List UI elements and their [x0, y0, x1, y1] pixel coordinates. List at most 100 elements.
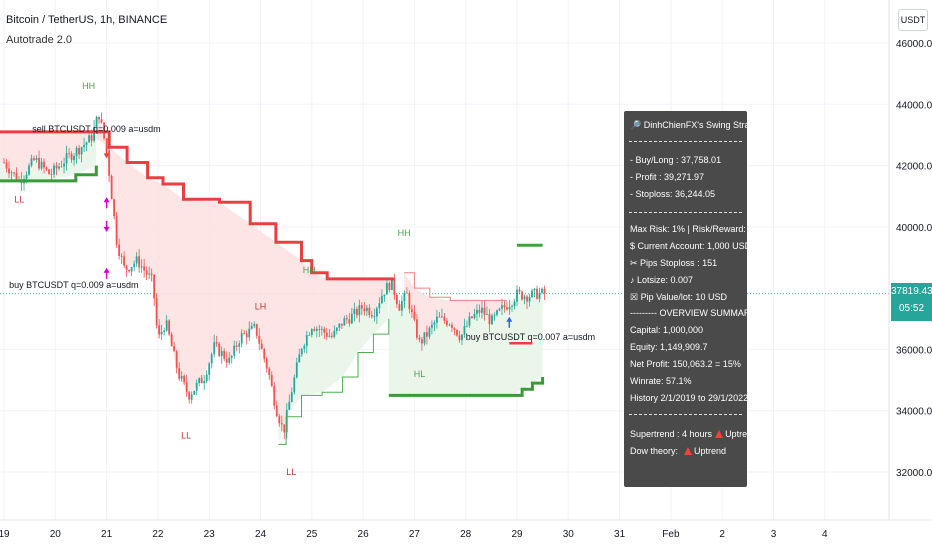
candle-body [45, 167, 48, 170]
candle-body [513, 301, 516, 307]
candle-body [488, 314, 491, 325]
candle-body [498, 308, 501, 311]
candle-body [78, 147, 80, 155]
trend-fill-area [0, 115, 394, 431]
candle-body [238, 343, 241, 347]
symbol-title[interactable]: Bitcoin / TetherUS, 1h, BINANCE [6, 14, 168, 26]
pivot-label: HL [414, 369, 426, 379]
candle-body [218, 343, 221, 357]
time-tick-label: 3 [771, 529, 777, 540]
candle-body [3, 162, 5, 164]
candle-body [63, 163, 65, 167]
candle-body [65, 153, 68, 164]
candle-body [135, 256, 138, 264]
candle-body [185, 382, 188, 393]
indicator-title[interactable]: Autotrade 2.0 [6, 34, 73, 46]
candle-body [88, 135, 90, 143]
candle-body [338, 323, 341, 328]
candle-body [80, 147, 83, 155]
candle-body [426, 332, 428, 337]
candle-body [230, 355, 233, 358]
candle-body [148, 273, 151, 275]
candle-body [85, 142, 88, 145]
candle-body [5, 162, 8, 169]
candle-body [155, 298, 158, 326]
candle-body [395, 294, 398, 305]
candle-body [165, 320, 168, 331]
candle-body [541, 288, 543, 293]
panel-dow-theory: Dow theory: Uptrend [630, 446, 726, 456]
supertrend-bear-line [404, 272, 507, 301]
time-tick-label: 24 [255, 529, 267, 540]
trend-lines [0, 130, 545, 445]
candle-body [416, 319, 418, 338]
candle-body [335, 327, 338, 331]
candle-body [298, 354, 301, 363]
price-tick-label: 42000.00 [896, 162, 932, 173]
candle-body [200, 378, 203, 384]
candle-body [233, 345, 236, 356]
pivot-label: HH [82, 81, 95, 91]
candle-body [368, 307, 371, 316]
candle-body [438, 316, 441, 318]
panel-stoploss: - Stoploss: 36,244.05 [630, 189, 716, 199]
candle-body [158, 325, 161, 335]
candle-body [243, 333, 246, 335]
candle-body [260, 343, 263, 350]
candle-body [228, 357, 231, 363]
candle-body [473, 313, 476, 318]
candle-body [43, 161, 45, 168]
arrow-head [103, 153, 110, 159]
candle-body [446, 320, 448, 326]
trend-fill-area [278, 285, 389, 445]
panel-divider [629, 414, 742, 415]
candle-body [258, 335, 261, 344]
candle-body [385, 283, 388, 295]
candle-body [268, 368, 271, 376]
time-tick-label: 19 [0, 529, 10, 540]
panel-title: 🔎 DinhChienFX's Swing Strategy [630, 120, 747, 130]
price-axis: 46000.00 44000.00 42000.00 40000.00 36000.00… [896, 39, 932, 479]
candle-body [410, 309, 413, 312]
price-tick-label: 36000.00 [896, 345, 932, 356]
candle-body [413, 311, 416, 320]
time-tick-label: 26 [358, 529, 370, 540]
candle-body [345, 318, 348, 320]
candle-body [290, 392, 293, 402]
panel-capital: Capital: 1,000,000 [630, 325, 704, 335]
candle-body [318, 328, 321, 330]
candle-body [40, 161, 43, 169]
time-axis: 19 20 21 22 23 24 25 26 27 28 29 30 31 Feb 2 3 4 [0, 529, 828, 540]
candle-body [378, 303, 381, 309]
order-annotation: buy BTCUSDT q=0.007 a=usdm [466, 332, 595, 342]
warning-triangle-icon [715, 430, 724, 438]
candle-body [173, 346, 176, 352]
currency-button[interactable]: USDT [898, 9, 928, 31]
candle-body [428, 327, 431, 337]
pivot-label: LL [286, 467, 296, 477]
candle-body [220, 351, 223, 357]
candle-body [168, 320, 171, 335]
candle-body [245, 333, 248, 338]
time-tick-label: 23 [204, 529, 216, 540]
panel-supertrend: Supertrend : 4 hours Uptrend [630, 429, 747, 439]
candle-body [293, 377, 296, 393]
panel-divider [629, 212, 742, 213]
candle-body [105, 138, 108, 151]
supertrend-bull-line [278, 318, 390, 445]
panel-lotsize: ♪ Lotsize: 0.007 [630, 275, 694, 285]
arrow-down-icon [103, 147, 110, 159]
panel-net-profit: Net Profit: 150,063.2 = 15% [630, 359, 741, 369]
candle-body [10, 172, 13, 174]
candle-body [493, 314, 496, 316]
panel-overview-heading: --------- OVERVIEW SUMMARY --------- [630, 308, 747, 318]
candle-body [320, 328, 323, 330]
candle-body [511, 306, 513, 307]
candle-body [75, 147, 78, 156]
candle-body [178, 368, 181, 379]
panel-buy-long: - Buy/Long : 37,758.01 [630, 155, 722, 165]
pivot-label: LH [255, 302, 267, 312]
candle-body [471, 316, 473, 318]
warning-triangle-icon [684, 447, 693, 455]
